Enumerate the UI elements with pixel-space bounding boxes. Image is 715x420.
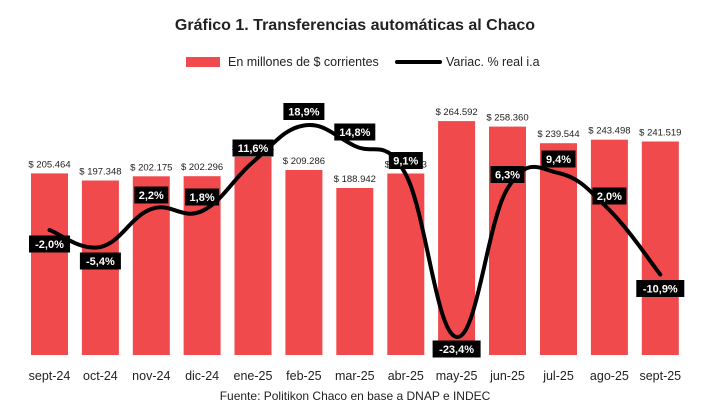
line-value-label: 9,4%	[541, 150, 576, 168]
bar-ene-25	[234, 156, 272, 355]
line-value-label-box	[232, 139, 274, 157]
line-value-label: 2,0%	[592, 187, 627, 205]
line-value-label: 1,8%	[185, 188, 220, 206]
line-value-label-text: -5,4%	[86, 256, 115, 268]
x-tick-label: ene-25	[234, 369, 273, 383]
line-value-label-text: 14,8%	[339, 127, 370, 139]
line-value-label-box	[541, 150, 576, 168]
line-value-label-text: 9,1%	[393, 156, 418, 168]
x-tick-label: abr-25	[388, 369, 424, 383]
bar-feb-25	[285, 170, 323, 355]
line-value-label-box	[388, 152, 423, 169]
bar-value-label: $ 202.296	[181, 162, 223, 173]
line-value-label: 6,3%	[490, 166, 525, 183]
line-value-label: -23,4%	[432, 340, 481, 358]
bar-value-label: $ 209.286	[283, 156, 325, 167]
x-tick-label: jun-25	[489, 369, 525, 383]
line-value-label-text: 11,6%	[238, 143, 269, 155]
bar-ago-25	[590, 139, 628, 355]
bar-value-label: $ 239.544	[537, 129, 579, 140]
line-value-label-text: 18,9%	[288, 107, 319, 119]
line-value-label-box	[283, 103, 325, 120]
line-series-path	[47, 123, 663, 339]
bar-series	[31, 121, 679, 355]
line-value-label: 9,1%	[388, 152, 423, 169]
bar-value-label: $ 197.348	[79, 167, 121, 178]
x-tick-label: mar-25	[335, 369, 375, 383]
legend-bar-label: En millones de $ corrientes	[228, 55, 379, 69]
bar-sept-24	[31, 173, 68, 355]
line-value-label-text: 1,8%	[190, 192, 215, 204]
bar-value-label: $ 264.592	[435, 107, 477, 118]
line-value-label-box	[134, 186, 169, 204]
line-value-label: 11,6%	[232, 139, 274, 157]
line-value-label-text: 2,0%	[597, 191, 622, 203]
line-value-label: -2,0%	[29, 235, 70, 253]
x-tick-label: sept-25	[639, 369, 681, 383]
x-tick-label: nov-24	[132, 369, 170, 383]
line-value-label-box	[79, 252, 121, 270]
bar-abr-25	[387, 173, 425, 355]
bar-value-label: $ 202.175	[130, 162, 172, 173]
chart-title: Gráfico 1. Transferencias automáticas al…	[175, 17, 535, 34]
line-value-label: 18,9%	[283, 103, 325, 120]
bar-value-label: $ 205.464	[28, 159, 70, 170]
legend: En millones de $ corrientes Variac. % re…	[186, 55, 540, 69]
x-tick-label: dic-24	[185, 369, 219, 383]
bar-dic-24	[183, 176, 221, 355]
line-value-label-box	[636, 280, 685, 297]
line-value-label-text: -10,9%	[643, 284, 678, 296]
bar-value-label: $ 241.519	[639, 128, 681, 139]
line-value-label-box	[490, 166, 525, 183]
line-value-label: 2,2%	[134, 186, 169, 204]
bar-value-label: $ 243.498	[588, 126, 630, 137]
line-value-label-box	[592, 187, 627, 205]
legend-bar-swatch	[186, 57, 220, 67]
x-tick-label: oct-24	[83, 369, 118, 383]
x-tick-label: feb-25	[286, 369, 321, 383]
line-value-labels: -2,0% -5,4% 2,2% 1,8% 11,6% 18,9% 14,8% 9,1% -23…	[29, 103, 685, 358]
source-note: Fuente: Politikon Chaco en base a DNAP e…	[220, 389, 491, 403]
line-value-label-text: 6,3%	[495, 170, 520, 182]
line-value-label-text: -23,4%	[439, 344, 474, 356]
x-tick-label: sept-24	[29, 369, 71, 383]
bar-jun-25	[489, 126, 526, 355]
bar-value-label: $ 258.360	[486, 113, 528, 124]
x-tick-label: jul-25	[542, 369, 574, 383]
line-value-label-box	[185, 188, 220, 206]
bar-value-label: $ 188.942	[334, 174, 376, 185]
x-tick-label: may-25	[436, 369, 478, 383]
line-value-label: -10,9%	[636, 280, 685, 297]
line-value-label: -5,4%	[79, 252, 121, 270]
x-tick-label: ago-25	[590, 369, 629, 383]
line-value-label-text: 9,4%	[546, 154, 571, 166]
line-value-label-text: 2,2%	[139, 190, 164, 202]
line-value-label-box	[29, 235, 70, 253]
line-value-label-box	[334, 123, 376, 141]
legend-line-label: Variac. % real i.a	[446, 55, 540, 69]
line-value-label-text: -2,0%	[35, 239, 64, 251]
line-value-label-box	[432, 340, 481, 358]
line-value-label: 14,8%	[334, 123, 376, 141]
bar-mar-25	[336, 188, 374, 355]
bar-sept-25	[641, 141, 679, 355]
x-axis-ticks: sept-24 oct-24 nov-24 dic-24 ene-25 feb-25 mar…	[29, 369, 682, 383]
